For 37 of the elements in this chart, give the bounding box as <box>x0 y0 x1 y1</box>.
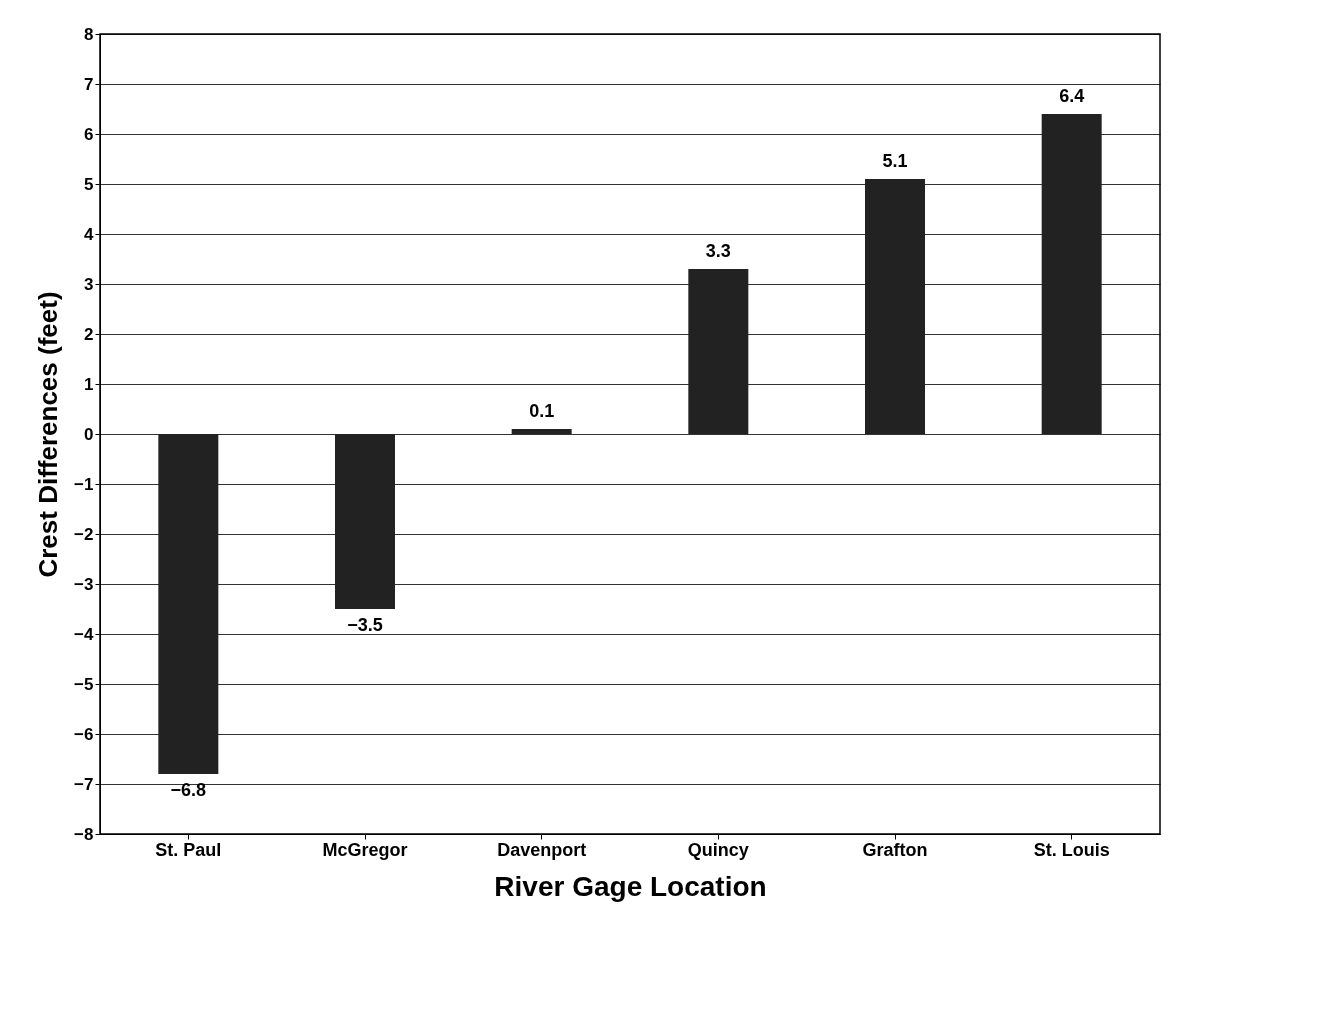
y-tick-label: −2 <box>74 524 94 544</box>
y-tick-label: 1 <box>84 374 94 394</box>
x-tick-label: St. Louis <box>1033 839 1110 860</box>
y-tick-label: 8 <box>84 24 94 44</box>
bar <box>511 429 572 434</box>
data-label: −6.8 <box>170 780 207 800</box>
data-label: 0.1 <box>529 401 555 421</box>
y-tick-label: −6 <box>74 724 94 744</box>
bar <box>335 434 395 609</box>
y-tick-label: 2 <box>84 324 94 344</box>
y-tick-label: −1 <box>74 474 94 494</box>
y-axis-title: Crest Differences (feet) <box>33 291 64 578</box>
data-label: −3.5 <box>347 615 383 635</box>
y-tick-label: −7 <box>74 774 94 794</box>
x-tick-label: Grafton <box>862 839 928 860</box>
y-tick-label: −5 <box>74 674 94 694</box>
y-tick-label: −4 <box>74 624 95 644</box>
y-tick-label: 7 <box>84 74 94 94</box>
x-tick-label: St. Paul <box>155 839 222 860</box>
data-label: 3.3 <box>705 241 731 261</box>
data-label: 6.4 <box>1059 86 1085 106</box>
bar <box>865 179 925 434</box>
y-tick-label: −3 <box>74 574 94 594</box>
bar <box>1041 114 1102 434</box>
x-tick-label: Quincy <box>687 839 749 860</box>
y-tick-label: 6 <box>84 124 94 144</box>
x-axis-title: River Gage Location <box>494 870 767 902</box>
bar <box>688 269 749 434</box>
y-tick-label: 0 <box>84 424 94 444</box>
y-tick-label: 3 <box>84 274 94 294</box>
y-tick-label: 4 <box>84 224 95 244</box>
data-label: 5.1 <box>882 151 908 171</box>
bar <box>158 434 219 774</box>
x-tick-label: Davenport <box>497 839 587 860</box>
x-tick-label: McGregor <box>322 839 408 860</box>
y-tick-label: 5 <box>84 174 94 194</box>
y-tick-label: −8 <box>74 824 94 844</box>
